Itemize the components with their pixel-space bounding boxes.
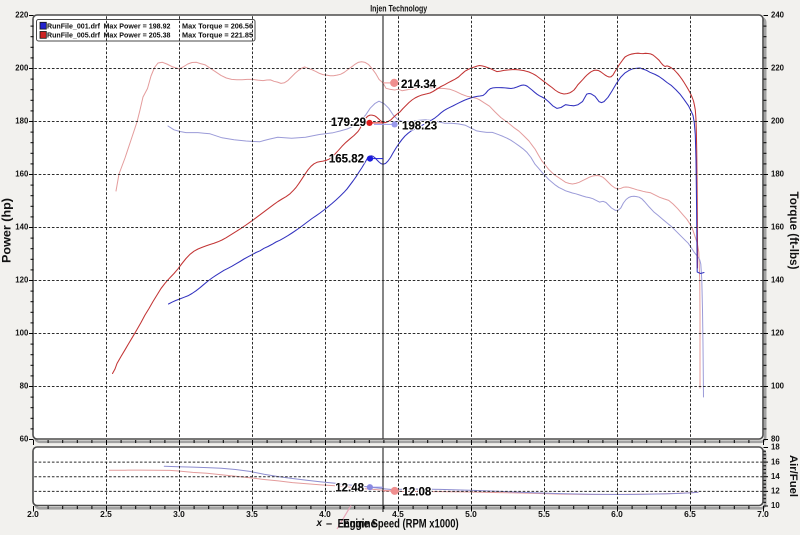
svg-text:5.0: 5.0 bbox=[465, 509, 477, 519]
svg-text:12.48: 12.48 bbox=[335, 482, 364, 494]
svg-text:165.82: 165.82 bbox=[329, 154, 364, 166]
svg-text:Air/Fuel: Air/Fuel bbox=[787, 455, 799, 497]
svg-text:12.08: 12.08 bbox=[403, 486, 432, 498]
svg-text:5.5: 5.5 bbox=[538, 509, 550, 519]
svg-text:Torque (ft-lbs): Torque (ft-lbs) bbox=[787, 192, 800, 270]
svg-text:220: 220 bbox=[15, 11, 29, 20]
svg-text:180: 180 bbox=[771, 170, 785, 179]
svg-text:Max Torque = 206.56: Max Torque = 206.56 bbox=[182, 22, 253, 31]
svg-text:160: 160 bbox=[771, 223, 785, 232]
svg-text:3.5: 3.5 bbox=[246, 509, 258, 519]
svg-text:RunFile_005.drf: RunFile_005.drf bbox=[47, 31, 100, 40]
svg-text:x: x bbox=[316, 518, 323, 529]
svg-text:180: 180 bbox=[15, 117, 29, 126]
svg-text:4.0: 4.0 bbox=[319, 509, 331, 519]
svg-text:Max Torque = 221.85: Max Torque = 221.85 bbox=[182, 31, 254, 40]
svg-text:Power (hp): Power (hp) bbox=[0, 198, 14, 263]
svg-text:120: 120 bbox=[15, 276, 29, 285]
svg-text:RunFile_001.drf: RunFile_001.drf bbox=[47, 22, 100, 31]
svg-text:10: 10 bbox=[771, 501, 780, 510]
svg-text:Max Power = 205.38: Max Power = 205.38 bbox=[104, 31, 171, 40]
svg-text:214.34: 214.34 bbox=[401, 79, 437, 91]
svg-text:12: 12 bbox=[771, 487, 780, 496]
svg-text:179.29: 179.29 bbox=[331, 117, 366, 129]
svg-text:198.23: 198.23 bbox=[402, 120, 437, 132]
svg-text:200: 200 bbox=[771, 117, 785, 126]
svg-text:100: 100 bbox=[771, 382, 785, 391]
svg-text:6.0: 6.0 bbox=[611, 509, 623, 519]
svg-text:14: 14 bbox=[771, 472, 780, 481]
svg-text:120: 120 bbox=[771, 329, 785, 338]
svg-text:214.34: 214.34 bbox=[401, 79, 437, 91]
svg-text:220: 220 bbox=[771, 64, 785, 73]
svg-text:6.5: 6.5 bbox=[684, 509, 696, 519]
svg-text:2.5: 2.5 bbox=[100, 509, 112, 519]
svg-text:7.0: 7.0 bbox=[757, 509, 769, 519]
svg-text:–: – bbox=[326, 518, 332, 530]
svg-text:165.82: 165.82 bbox=[329, 154, 364, 166]
svg-text:179.29: 179.29 bbox=[331, 117, 366, 129]
svg-text:18: 18 bbox=[771, 443, 780, 452]
svg-text:Injen Technology: Injen Technology bbox=[370, 3, 428, 14]
svg-text:140: 140 bbox=[15, 223, 29, 232]
svg-text:3.0: 3.0 bbox=[173, 509, 185, 519]
svg-text:240: 240 bbox=[771, 11, 785, 20]
svg-text:100: 100 bbox=[15, 329, 29, 338]
svg-text:Max Power = 198.92: Max Power = 198.92 bbox=[104, 22, 171, 31]
svg-text:80: 80 bbox=[771, 435, 780, 444]
svg-text:140: 140 bbox=[771, 276, 785, 285]
svg-text:16: 16 bbox=[771, 457, 780, 466]
svg-text:160: 160 bbox=[15, 170, 29, 179]
svg-text:12.48: 12.48 bbox=[335, 482, 364, 494]
svg-text:80: 80 bbox=[20, 382, 29, 391]
svg-text:12.08: 12.08 bbox=[403, 486, 432, 498]
svg-text:200: 200 bbox=[15, 64, 29, 73]
svg-text:4.5: 4.5 bbox=[392, 509, 404, 519]
svg-text:Engine Speed (RPM x1000): Engine Speed (RPM x1000) bbox=[338, 518, 459, 530]
svg-text:198.23: 198.23 bbox=[402, 120, 437, 132]
svg-text:2.0: 2.0 bbox=[27, 509, 39, 519]
svg-text:Engine: Engine bbox=[343, 518, 376, 530]
svg-text:60: 60 bbox=[20, 435, 29, 444]
